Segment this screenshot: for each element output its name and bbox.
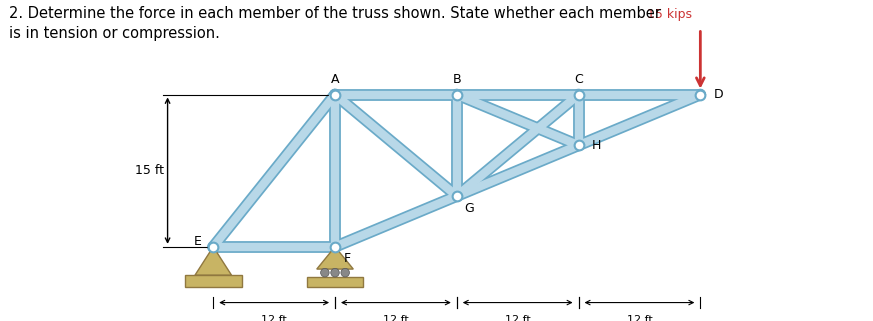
Text: 12 ft: 12 ft <box>383 315 409 321</box>
Polygon shape <box>317 247 354 269</box>
Text: B: B <box>452 73 461 86</box>
Text: A: A <box>331 73 340 86</box>
Polygon shape <box>306 277 363 287</box>
Text: 12 ft: 12 ft <box>505 315 531 321</box>
Text: 15 kips: 15 kips <box>647 8 692 22</box>
Text: E: E <box>194 235 202 248</box>
Text: 15 ft: 15 ft <box>134 164 164 177</box>
Polygon shape <box>195 247 231 275</box>
Text: 2. Determine the force in each member of the truss shown. State whether each mem: 2. Determine the force in each member of… <box>9 6 661 41</box>
Text: G: G <box>464 202 474 215</box>
Text: D: D <box>714 88 724 101</box>
Text: H: H <box>592 139 601 152</box>
Circle shape <box>331 268 340 277</box>
Polygon shape <box>185 275 242 287</box>
Circle shape <box>341 268 349 277</box>
Text: C: C <box>574 73 583 86</box>
Text: 12 ft: 12 ft <box>261 315 287 321</box>
Text: 12 ft: 12 ft <box>627 315 652 321</box>
Circle shape <box>320 268 329 277</box>
Text: F: F <box>344 252 351 265</box>
